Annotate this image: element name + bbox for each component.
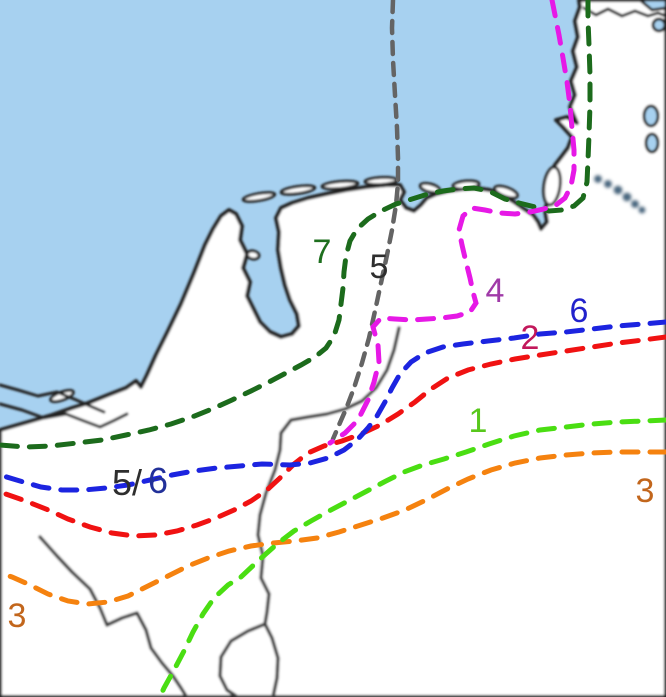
river-branch (218, 622, 267, 697)
island (542, 165, 562, 207)
fjord-water (638, 0, 666, 12)
islet (613, 185, 623, 195)
zone-7-boundary-line (0, 0, 593, 450)
zone-1-label: 1 (469, 402, 488, 440)
estuary-channel (0, 402, 129, 429)
islet (638, 206, 646, 214)
island-chain (594, 175, 646, 214)
islet (622, 192, 632, 202)
zone-5-6-label-right: 6 (148, 460, 168, 501)
zone-4-boundary-line (327, 0, 577, 446)
zone-3-boundary-line (0, 449, 666, 607)
zone-5-6-label: 5/ 6 (112, 460, 168, 503)
islet (604, 180, 612, 188)
island (245, 249, 261, 261)
fjord-channel (582, 6, 666, 18)
zone-5-label: 5 (370, 248, 389, 286)
zone-labels-layer: 7 5 4 6 1 3 3 5/ 6 (8, 233, 655, 635)
island (363, 175, 399, 187)
zone-7-label: 7 (313, 233, 332, 271)
island (320, 179, 360, 191)
zone-6-boundary-line (0, 319, 666, 493)
zone-5-boundary-line (330, 0, 401, 442)
lagoon (644, 132, 660, 154)
zone-6-label: 6 (570, 292, 589, 330)
zone-2-label: 2 (521, 319, 540, 357)
zone-4-label: 4 (486, 272, 505, 310)
zone-3-label-left: 3 (8, 597, 27, 635)
estuary-channel (0, 383, 106, 414)
island (241, 191, 277, 203)
zone-1-boundary-line (157, 417, 666, 697)
islet (594, 175, 602, 183)
island (279, 184, 317, 196)
zone-3-label-right: 3 (636, 472, 655, 510)
zone-labels-under: 2 (521, 319, 540, 357)
islet (631, 200, 639, 208)
zone-2-boundary-line (0, 334, 666, 539)
zone-5-6-label-left: 5/ (112, 462, 142, 503)
river-branch (263, 622, 280, 697)
lagoon (642, 104, 660, 128)
wadden-islands (49, 165, 562, 404)
fjord-pond (651, 17, 666, 33)
